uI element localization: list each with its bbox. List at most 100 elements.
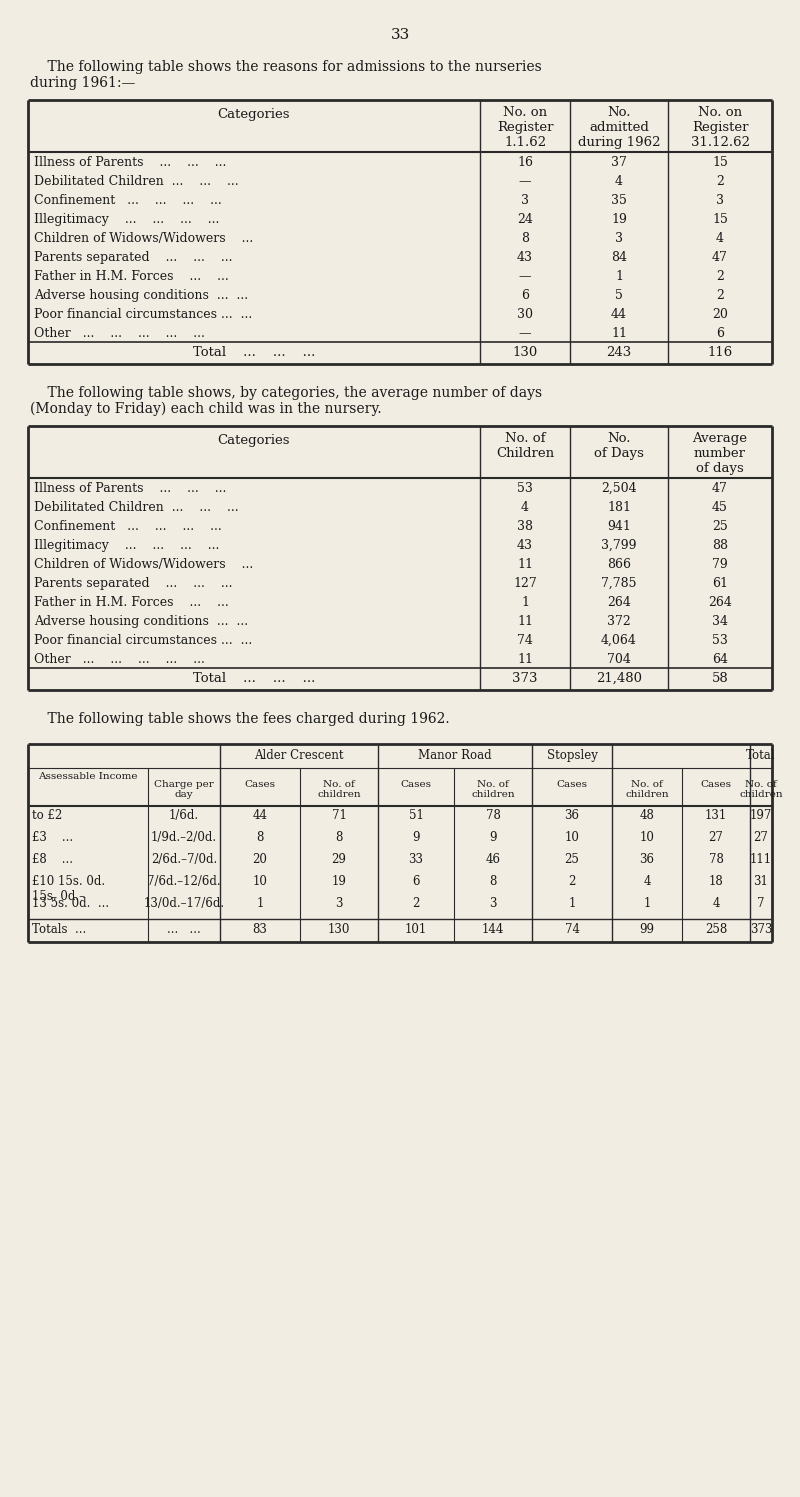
Text: 10: 10 <box>253 876 267 888</box>
Text: The following table shows the reasons for admissions to the nurseries: The following table shows the reasons fo… <box>30 60 542 73</box>
Text: 35: 35 <box>611 195 627 207</box>
Text: Cases: Cases <box>557 780 587 789</box>
Text: 4: 4 <box>521 501 529 513</box>
Text: Father in H.M. Forces    ...    ...: Father in H.M. Forces ... ... <box>34 596 229 609</box>
Text: during 1961:—: during 1961:— <box>30 76 135 90</box>
Text: 53: 53 <box>712 635 728 647</box>
Text: 20: 20 <box>712 308 728 320</box>
Text: Illness of Parents    ...    ...    ...: Illness of Parents ... ... ... <box>34 482 226 496</box>
Text: Total: Total <box>746 748 776 762</box>
Text: 1: 1 <box>615 269 623 283</box>
Text: 3: 3 <box>490 897 497 910</box>
Text: —: — <box>518 269 531 283</box>
Text: Manor Road: Manor Road <box>418 748 492 762</box>
Text: Alder Crescent: Alder Crescent <box>254 748 344 762</box>
Text: 74: 74 <box>565 924 579 936</box>
Text: 31: 31 <box>754 876 769 888</box>
Text: 47: 47 <box>712 482 728 496</box>
Text: 19: 19 <box>331 876 346 888</box>
Text: No. on
Register
1.1.62: No. on Register 1.1.62 <box>497 106 554 150</box>
Text: Charge per
day: Charge per day <box>154 780 214 799</box>
Text: 144: 144 <box>482 924 504 936</box>
Text: No. of
children: No. of children <box>317 780 361 799</box>
Text: No. on
Register
31.12.62: No. on Register 31.12.62 <box>690 106 750 150</box>
Text: 83: 83 <box>253 924 267 936</box>
Text: 2: 2 <box>716 175 724 189</box>
Text: 1: 1 <box>568 897 576 910</box>
Text: Illegitimacy    ...    ...    ...    ...: Illegitimacy ... ... ... ... <box>34 539 219 552</box>
Text: 25: 25 <box>712 519 728 533</box>
Text: 44: 44 <box>253 808 267 822</box>
Text: No. of
children: No. of children <box>625 780 669 799</box>
Text: Confinement   ...    ...    ...    ...: Confinement ... ... ... ... <box>34 519 222 533</box>
Text: 3: 3 <box>335 897 342 910</box>
Text: 43: 43 <box>517 251 533 263</box>
Text: Average
number
of days: Average number of days <box>693 433 747 475</box>
Text: 10: 10 <box>565 831 579 844</box>
Text: Debilitated Children  ...    ...    ...: Debilitated Children ... ... ... <box>34 175 238 189</box>
Text: 47: 47 <box>712 251 728 263</box>
Text: 53: 53 <box>517 482 533 496</box>
Text: No.
admitted
during 1962: No. admitted during 1962 <box>578 106 660 150</box>
Text: Parents separated    ...    ...    ...: Parents separated ... ... ... <box>34 251 233 263</box>
Text: 25: 25 <box>565 853 579 865</box>
Text: No. of
children: No. of children <box>471 780 515 799</box>
Text: Categories: Categories <box>218 434 290 448</box>
Text: No.
of Days: No. of Days <box>594 433 644 460</box>
Text: 99: 99 <box>639 924 654 936</box>
Text: 866: 866 <box>607 558 631 570</box>
Text: 4,064: 4,064 <box>601 635 637 647</box>
Text: 9: 9 <box>412 831 420 844</box>
Text: 3: 3 <box>615 232 623 246</box>
Text: 19: 19 <box>611 213 627 226</box>
Text: 116: 116 <box>707 346 733 359</box>
Text: 1/9d.–2/0d.: 1/9d.–2/0d. <box>151 831 217 844</box>
Text: 2: 2 <box>568 876 576 888</box>
Text: 16: 16 <box>517 156 533 169</box>
Text: 43: 43 <box>517 539 533 552</box>
Text: 21,480: 21,480 <box>596 672 642 686</box>
Text: 7/6d.–12/6d.: 7/6d.–12/6d. <box>147 876 221 888</box>
Text: 372: 372 <box>607 615 631 629</box>
Text: 37: 37 <box>611 156 627 169</box>
Text: 71: 71 <box>331 808 346 822</box>
Text: 4: 4 <box>643 876 650 888</box>
Text: Father in H.M. Forces    ...    ...: Father in H.M. Forces ... ... <box>34 269 229 283</box>
Text: 3: 3 <box>716 195 724 207</box>
Text: 130: 130 <box>328 924 350 936</box>
Text: 8: 8 <box>256 831 264 844</box>
Text: £8    ...: £8 ... <box>32 853 73 865</box>
Text: 24: 24 <box>517 213 533 226</box>
Text: 11: 11 <box>517 615 533 629</box>
Text: 34: 34 <box>712 615 728 629</box>
Text: 1: 1 <box>643 897 650 910</box>
Text: 78: 78 <box>486 808 501 822</box>
Text: 6: 6 <box>716 326 724 340</box>
Text: 10: 10 <box>639 831 654 844</box>
Text: —: — <box>518 175 531 189</box>
Text: Stopsley: Stopsley <box>546 748 598 762</box>
Text: 6: 6 <box>521 289 529 302</box>
Text: 11: 11 <box>517 653 533 666</box>
Text: 88: 88 <box>712 539 728 552</box>
Text: 111: 111 <box>750 853 772 865</box>
Text: Illness of Parents    ...    ...    ...: Illness of Parents ... ... ... <box>34 156 226 169</box>
Text: 101: 101 <box>405 924 427 936</box>
Text: 29: 29 <box>331 853 346 865</box>
Text: Totals  ...: Totals ... <box>32 924 86 936</box>
Text: 58: 58 <box>712 672 728 686</box>
Text: Total    ...    ...    ...: Total ... ... ... <box>193 346 315 359</box>
Text: 36: 36 <box>639 853 654 865</box>
Text: 20: 20 <box>253 853 267 865</box>
Text: 2/6d.–7/0d.: 2/6d.–7/0d. <box>151 853 217 865</box>
Text: 373: 373 <box>512 672 538 686</box>
Text: Poor financial circumstances ...  ...: Poor financial circumstances ... ... <box>34 635 252 647</box>
Text: Debilitated Children  ...    ...    ...: Debilitated Children ... ... ... <box>34 501 238 513</box>
Text: 2: 2 <box>716 269 724 283</box>
Text: 18: 18 <box>709 876 723 888</box>
Text: 11: 11 <box>517 558 533 570</box>
Text: 33: 33 <box>409 853 423 865</box>
Text: Children of Widows/Widowers    ...: Children of Widows/Widowers ... <box>34 232 254 246</box>
Text: Cases: Cases <box>401 780 431 789</box>
Text: ...   ...: ... ... <box>167 924 201 936</box>
